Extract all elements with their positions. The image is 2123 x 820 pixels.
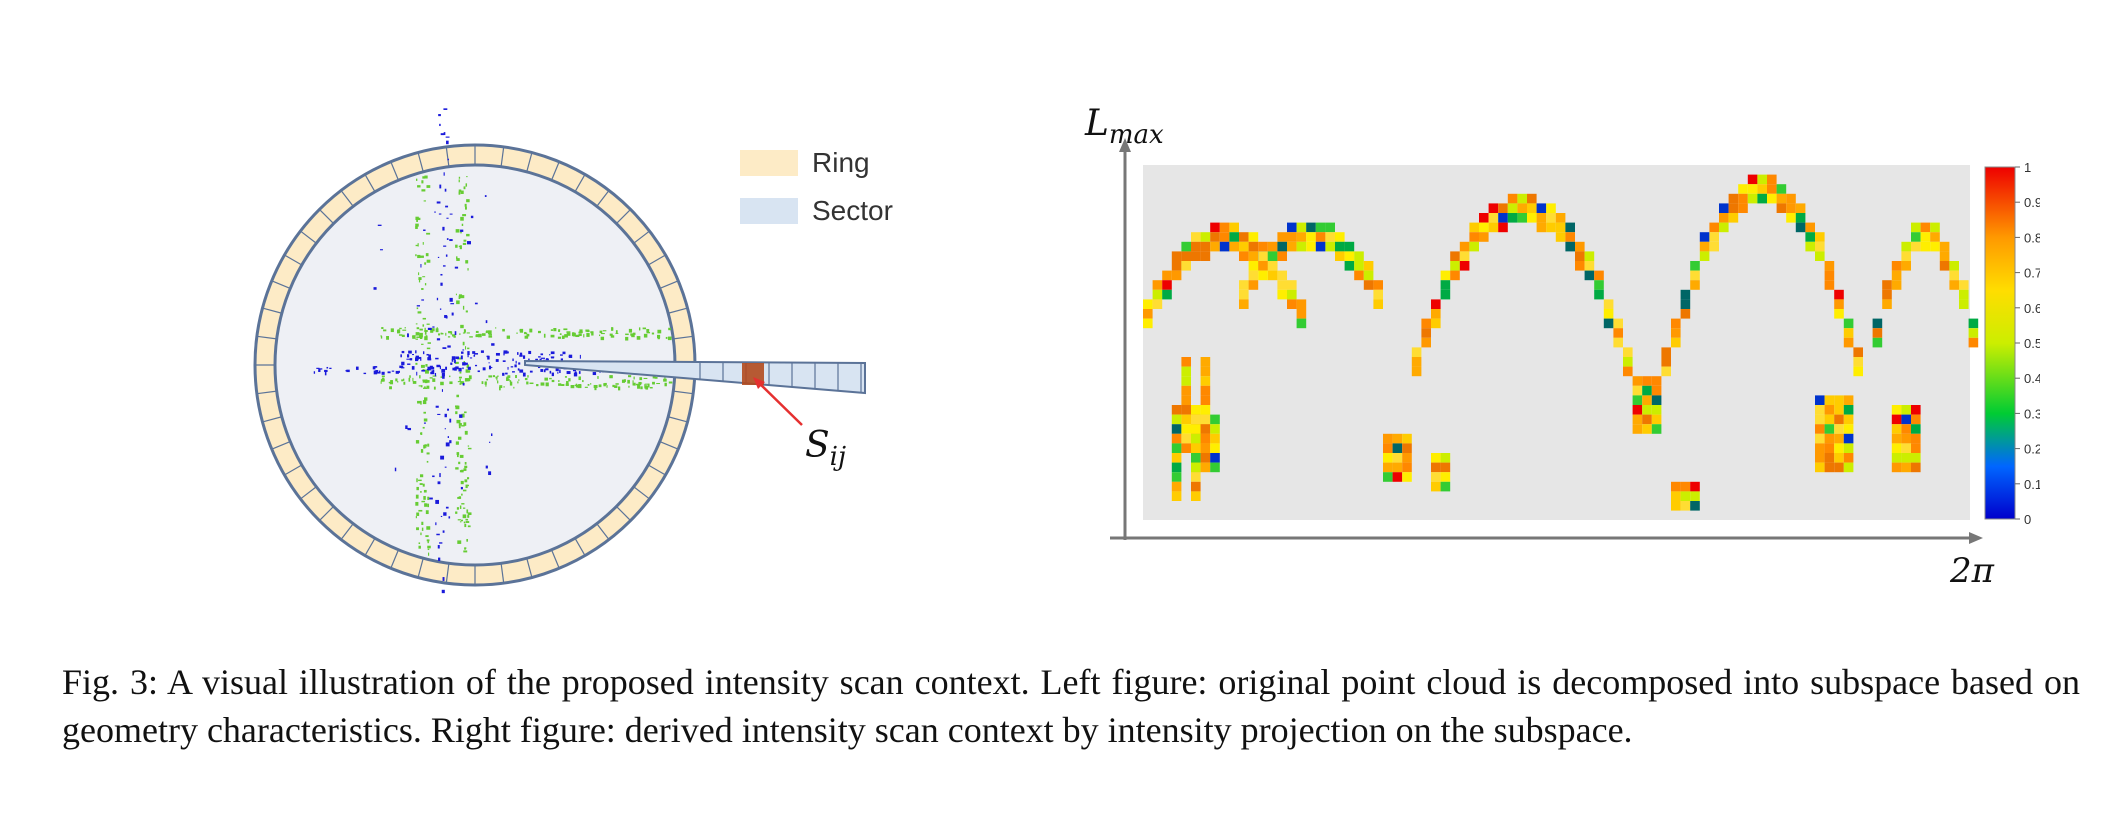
colorbar-tick-label: 0	[2024, 512, 2031, 527]
cell-arrow	[753, 377, 803, 426]
axes	[1110, 138, 1983, 544]
colorbar-tick-label: 0.6	[2024, 301, 2040, 316]
colorbar: 1 0.9 0.8 0.7 0.6 0.5 0.4 0.3 0.2 0.1 0	[1984, 160, 2040, 527]
colorbar-tick-label: 0.7	[2024, 266, 2040, 281]
legend-ring-swatch	[740, 150, 798, 176]
colorbar-tick-label: 0.2	[2024, 442, 2040, 457]
legend: Ring Sector	[740, 147, 893, 226]
point-cloud-ring-sector-figure: Sij Ring Sector	[253, 108, 893, 594]
colorbar-tick-label: 0.1	[2024, 477, 2040, 492]
legend-ring-label: Ring	[812, 147, 870, 178]
cell-label: Sij	[805, 425, 846, 472]
legend-sector-label: Sector	[812, 195, 893, 226]
ring-divisions	[255, 145, 695, 585]
legend-sector-swatch	[740, 198, 798, 224]
figure-caption: Fig. 3: A visual illustration of the pro…	[62, 662, 2080, 750]
intensity-scan-context-figure: Lmax 2π 1 0.9 0.8 0.7 0.6 0.5 0.4 0.3 0.2 0.1 0	[1084, 103, 2040, 591]
x-axis-label: 2π	[1949, 551, 1995, 591]
colorbar-tick-label: 0.9	[2024, 195, 2040, 210]
y-axis-label: Lmax	[1084, 103, 1164, 150]
colorbar-ticks: 1 0.9 0.8 0.7 0.6 0.5 0.4 0.3 0.2 0.1 0	[2015, 160, 2040, 527]
colorbar-tick-label: 0.4	[2024, 371, 2040, 386]
colorbar-tick-label: 0.3	[2024, 406, 2040, 421]
colorbar-tick-label: 0.8	[2024, 230, 2040, 245]
heatmap-cells	[1143, 174, 1979, 511]
colorbar-tick-label: 0.5	[2024, 336, 2040, 351]
colorbar-tick-label: 1	[2024, 160, 2031, 175]
colorbar-gradient	[1984, 166, 2016, 520]
